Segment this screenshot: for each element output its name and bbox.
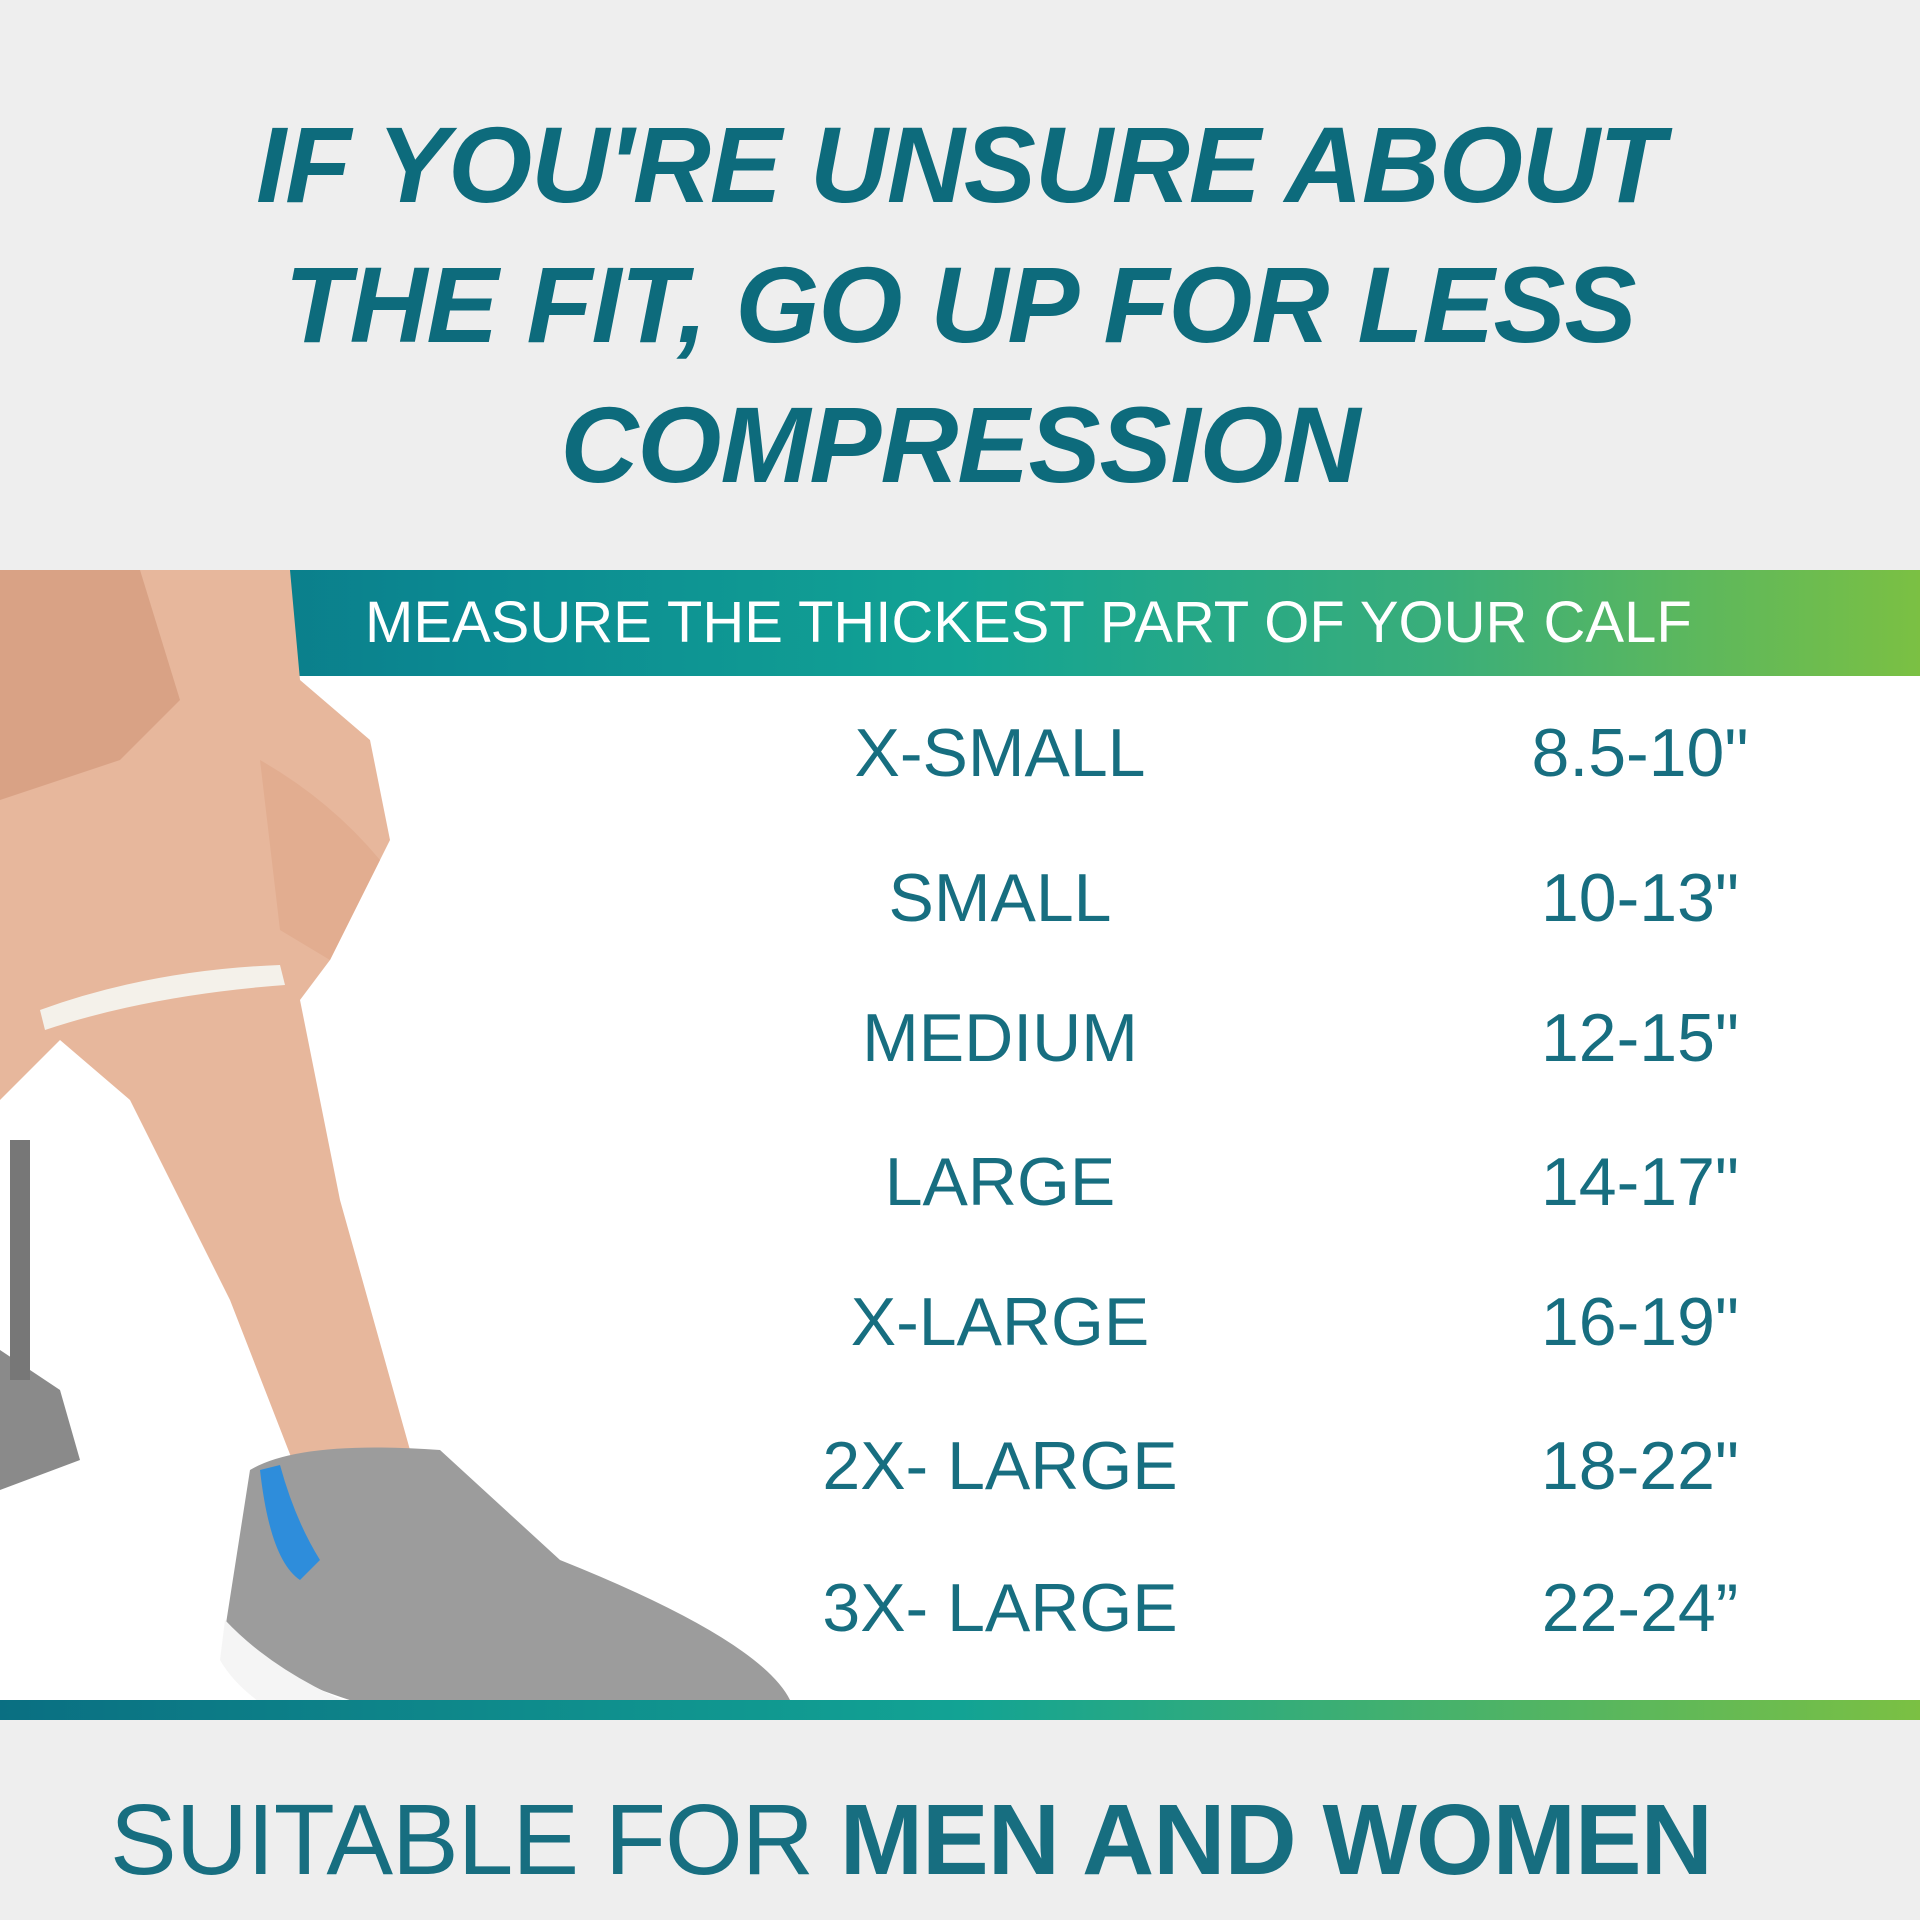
headline: IF YOU'RE UNSURE ABOUT THE FIT, GO UP FO… — [60, 95, 1860, 515]
size-measurement: 8.5-10" — [1531, 715, 1749, 791]
size-row: MEDIUM 12-15" — [0, 988, 1920, 1088]
size-row: X-SMALL 8.5-10" — [0, 703, 1920, 803]
footer-light: SUITABLE FOR — [110, 1784, 840, 1896]
size-row: X-LARGE 16-19" — [0, 1272, 1920, 1372]
size-label: X-LARGE — [850, 1284, 1150, 1360]
size-measurement: 14-17" — [1540, 1144, 1740, 1220]
size-row: 3X- LARGE 22-24” — [0, 1558, 1920, 1658]
size-row: 2X- LARGE 18-22" — [0, 1416, 1920, 1516]
size-label: 3X- LARGE — [822, 1570, 1178, 1646]
leg-measuring-photo — [0, 570, 790, 1790]
divider-bar — [0, 1700, 1920, 1720]
size-label: X-SMALL — [854, 715, 1146, 791]
size-measurement: 16-19" — [1540, 1284, 1740, 1360]
headline-line-2: THE FIT, GO UP FOR LESS — [284, 244, 1636, 365]
banner — [0, 570, 1920, 676]
shoe — [225, 1447, 790, 1769]
size-label: LARGE — [884, 1144, 1116, 1220]
footer-text: SUITABLE FOR MEN AND WOMEN — [110, 1775, 1890, 1905]
size-measurement: 22-24” — [1541, 1570, 1739, 1646]
footer-bold: MEN AND WOMEN — [839, 1784, 1713, 1896]
banner-text: MEASURE THE THICKEST PART OF YOUR CALF — [365, 590, 1692, 655]
size-measurement: 10-13" — [1540, 860, 1740, 936]
size-row: LARGE 14-17" — [0, 1132, 1920, 1232]
size-label: SMALL — [888, 860, 1112, 936]
size-measurement: 18-22" — [1540, 1428, 1740, 1504]
header-background — [0, 0, 1920, 570]
tape-measure — [40, 965, 285, 1030]
size-row: SMALL 10-13" — [0, 848, 1920, 948]
size-label: MEDIUM — [862, 1000, 1138, 1076]
headline-line-1: IF YOU'RE UNSURE ABOUT — [256, 104, 1665, 225]
headline-line-3: COMPRESSION — [560, 384, 1360, 505]
size-label: 2X- LARGE — [822, 1428, 1178, 1504]
footer-background — [0, 1720, 1920, 1920]
size-measurement: 12-15" — [1540, 1000, 1740, 1076]
